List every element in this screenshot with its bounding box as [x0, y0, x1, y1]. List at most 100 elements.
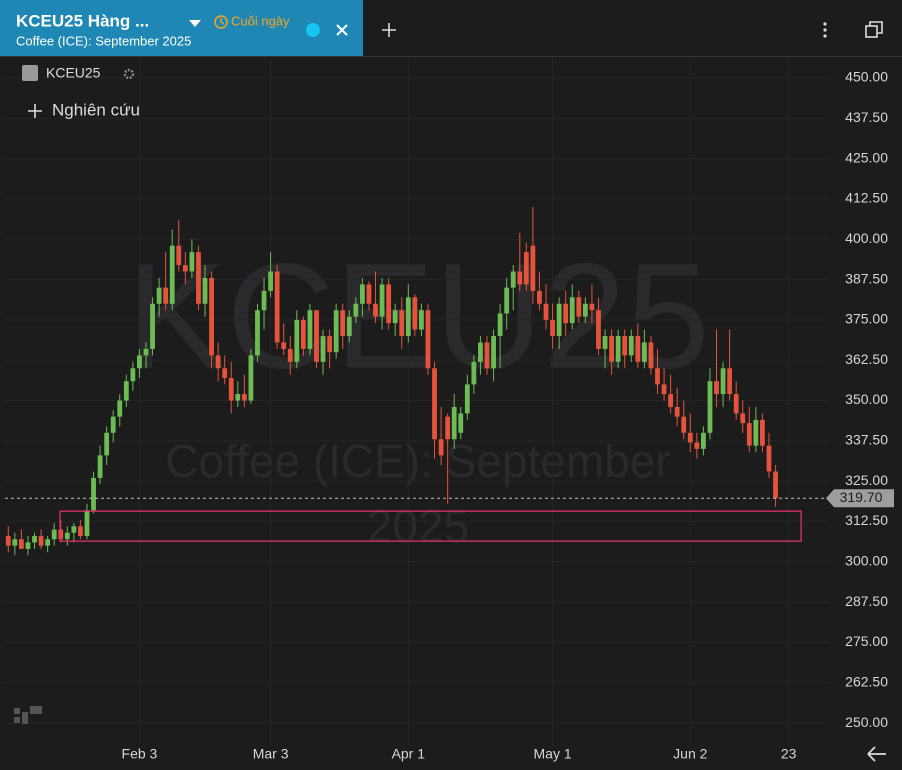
x-tick-label: Jun 2	[673, 746, 707, 762]
menu-icon[interactable]	[823, 22, 827, 38]
candle-body	[661, 384, 667, 395]
candle-body	[766, 445, 772, 472]
candle-body	[707, 381, 713, 433]
candle-body	[655, 368, 660, 385]
window-icon[interactable]	[865, 21, 883, 38]
candle-body	[327, 336, 333, 353]
candle-body	[622, 336, 628, 356]
candle-body	[294, 319, 300, 362]
symbol-tab[interactable]	[0, 0, 363, 56]
tab-title: KCEU25 Hàng ...	[16, 11, 149, 30]
clock-icon	[214, 15, 228, 29]
candle-body	[445, 416, 451, 440]
candle-body	[137, 355, 142, 369]
candle-body	[268, 271, 273, 291]
candle-body	[727, 368, 733, 395]
candle-body	[104, 432, 110, 456]
candle-body	[523, 252, 529, 285]
candle-body	[176, 245, 182, 266]
tab-subtitle: Coffee (ICE): September 2025	[16, 33, 191, 48]
y-tick-label: 337.50	[845, 432, 888, 448]
candle-body	[379, 284, 385, 317]
candle-body	[314, 310, 319, 362]
candle-body	[405, 297, 411, 337]
candle-body	[64, 532, 70, 540]
candle-body	[25, 542, 31, 549]
candle-body	[681, 416, 687, 433]
add-study-icon[interactable]	[28, 104, 42, 118]
y-tick-label: 312.50	[845, 512, 888, 528]
candle-body	[202, 277, 208, 304]
logo	[14, 706, 42, 724]
candle-body	[71, 526, 77, 533]
candle-body	[550, 319, 555, 337]
candle-body	[255, 310, 260, 356]
candle-body	[694, 442, 700, 449]
dropdown-icon[interactable]	[189, 20, 201, 27]
interval-label: Cuối ngày	[231, 13, 290, 28]
add-tab-icon[interactable]	[382, 23, 396, 37]
scroll-back-icon[interactable]	[867, 746, 886, 762]
watermark-description: 2025	[367, 500, 469, 552]
candle-body	[543, 303, 549, 320]
candle-body	[156, 287, 162, 304]
close-icon[interactable]	[336, 24, 348, 36]
x-tick-label: May 1	[534, 746, 572, 762]
candle-body	[399, 310, 405, 337]
candle-body	[32, 535, 37, 543]
candle-body	[484, 342, 490, 369]
candle-body	[143, 348, 149, 356]
candle-body	[189, 252, 195, 272]
candle-body	[491, 336, 496, 369]
candle-body	[504, 287, 510, 314]
y-tick-label: 275.00	[845, 633, 888, 649]
clock-hands	[220, 18, 225, 25]
y-tick-label: 425.00	[845, 149, 888, 165]
y-tick-label: 250.00	[845, 714, 888, 730]
y-tick-label: 412.50	[845, 190, 888, 206]
status-dot	[306, 23, 320, 37]
candle-body	[517, 271, 523, 285]
candle-body	[163, 287, 169, 304]
candle-body	[130, 368, 136, 382]
legend-swatch[interactable]	[22, 65, 38, 81]
candle-body	[432, 368, 437, 440]
y-tick-label: 287.50	[845, 593, 888, 609]
candle-body	[5, 535, 11, 546]
candle-body	[714, 381, 719, 395]
candle-body	[359, 284, 365, 304]
candle-body	[51, 529, 57, 540]
candle-body	[641, 342, 647, 362]
candle-body	[615, 336, 621, 362]
candle-body	[248, 355, 254, 401]
watermark-description: Coffee (ICE): September	[165, 435, 670, 487]
legend-label: KCEU25	[46, 65, 101, 81]
candle-body	[701, 432, 706, 449]
candle-body	[12, 539, 18, 546]
candle-body	[353, 303, 359, 317]
candle-body	[281, 342, 287, 349]
candle-body	[45, 539, 51, 546]
candle-body	[320, 336, 326, 362]
candle-body	[228, 377, 234, 401]
candle-body	[373, 303, 378, 317]
candle-body	[596, 310, 601, 349]
candle-body	[110, 416, 116, 433]
candle-body	[38, 535, 44, 546]
y-tick-label: 387.50	[845, 270, 888, 286]
candle-body	[687, 432, 693, 443]
candle-body	[274, 271, 280, 343]
candle-body	[609, 336, 614, 362]
candle-body	[287, 348, 293, 362]
candle-body	[628, 336, 634, 356]
candle-body	[451, 406, 457, 440]
candle-body	[241, 394, 247, 401]
candle-body	[150, 303, 155, 349]
candle-body	[674, 406, 680, 417]
candle-body	[78, 526, 83, 536]
settings-icon[interactable]	[123, 68, 135, 80]
studies-button[interactable]: Nghiên cứu	[52, 100, 140, 119]
candle-body	[746, 423, 752, 446]
candle-body	[471, 361, 477, 385]
